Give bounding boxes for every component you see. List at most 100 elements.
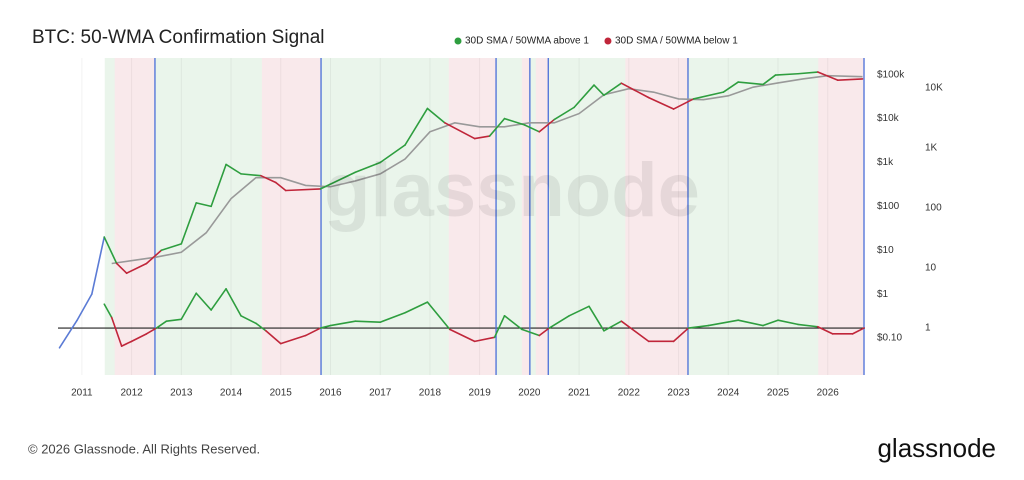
legend-label: 30D SMA / 50WMA below 1 xyxy=(615,36,738,47)
ratio-segment xyxy=(103,303,113,319)
x-tick-label: 2011 xyxy=(71,388,93,399)
signal-region xyxy=(448,58,497,375)
price-segment xyxy=(180,202,198,245)
ratio-segment xyxy=(180,292,198,321)
x-tick-label: 2013 xyxy=(170,388,193,399)
ratio-segment xyxy=(503,314,523,331)
x-tick-label: 2026 xyxy=(817,388,840,399)
price-segment xyxy=(444,122,476,140)
signal-region xyxy=(154,58,262,375)
ratio-segment xyxy=(603,320,623,332)
y2-tick-label: 10K xyxy=(925,83,943,94)
ratio-segment xyxy=(568,305,590,317)
ratio-segment xyxy=(120,340,133,347)
y2-tick-label: 1 xyxy=(925,323,931,334)
price-segment xyxy=(125,262,148,275)
ratio-segment xyxy=(404,301,429,314)
price-segment xyxy=(797,71,819,75)
ratio-segment xyxy=(521,328,541,337)
watermark: glassnode xyxy=(324,148,700,233)
y-tick-label: $100k xyxy=(877,69,905,80)
price-segment xyxy=(145,249,163,265)
price-segment xyxy=(692,91,725,100)
ratio-segment xyxy=(672,327,690,343)
price-segment xyxy=(210,163,227,208)
signal-region xyxy=(529,58,536,375)
price-segment xyxy=(58,319,78,349)
price-segment xyxy=(274,181,287,192)
ratio-segment xyxy=(130,333,148,343)
signal-region xyxy=(687,58,819,375)
ratio-segment xyxy=(493,314,506,339)
y-tick-label: $10k xyxy=(877,113,900,124)
signal-region xyxy=(321,58,449,375)
x-tick-label: 2017 xyxy=(369,388,392,399)
price-segment xyxy=(672,98,695,110)
price-segment xyxy=(115,262,128,275)
ratio-segment xyxy=(240,314,257,325)
x-tick-label: 2012 xyxy=(120,388,143,399)
x-tick-label: 2015 xyxy=(270,388,293,399)
ratio-segment xyxy=(279,334,307,345)
ratio-segment xyxy=(255,322,267,332)
ratio-segment xyxy=(319,324,332,329)
price-segment xyxy=(379,144,406,164)
x-tick-label: 2019 xyxy=(469,388,492,399)
x-tick-label: 2024 xyxy=(717,388,740,399)
y2-tick-label: 1K xyxy=(925,143,938,154)
ratio-segment xyxy=(426,301,451,331)
price-segment xyxy=(538,118,556,133)
price-segment xyxy=(488,117,506,137)
ratio-segment xyxy=(473,336,496,343)
regions xyxy=(81,58,865,375)
price-segment xyxy=(284,188,322,192)
y2-tick-label: 10 xyxy=(925,263,937,274)
price-segment xyxy=(762,74,777,86)
x-tick-label: 2018 xyxy=(419,388,442,399)
price-segment xyxy=(319,171,357,190)
legend-label: 30D SMA / 50WMA above 1 xyxy=(465,36,589,47)
price-segment xyxy=(225,163,242,175)
signal-region xyxy=(818,58,865,375)
ratio-segment xyxy=(329,320,357,327)
price-segment xyxy=(603,82,623,97)
ratio-segment xyxy=(225,288,242,317)
price-segment xyxy=(103,236,118,265)
price-segment xyxy=(260,174,277,184)
price-segment xyxy=(836,78,864,81)
ratio-segment xyxy=(797,323,819,328)
ratio-segment xyxy=(110,316,123,347)
x-tick-label: 2016 xyxy=(319,388,342,399)
x-tick-label: 2023 xyxy=(667,388,690,399)
price-segment xyxy=(722,81,740,93)
lines xyxy=(58,58,865,375)
signal-region xyxy=(521,58,530,375)
ratio-segment xyxy=(620,320,650,343)
y-tick-label: $1k xyxy=(877,157,894,168)
price-segment xyxy=(91,236,106,295)
ratio-segment xyxy=(210,288,227,311)
ratio-segment xyxy=(145,327,158,335)
ratio-segment xyxy=(538,327,551,337)
price-segment xyxy=(816,71,839,81)
chart-title: BTC: 50-WMA Confirmation Signal xyxy=(32,27,325,48)
y-tick-label: $100 xyxy=(877,201,900,212)
y2-tick-label: 100 xyxy=(925,203,942,214)
x-tick-label: 2022 xyxy=(618,388,641,399)
signal-region xyxy=(548,58,626,375)
y-tick-label: $1 xyxy=(877,289,889,300)
ratio-segment xyxy=(548,314,570,329)
price-segment xyxy=(593,84,605,97)
price-segment xyxy=(774,72,799,76)
signal-region xyxy=(261,58,322,375)
price-segment xyxy=(647,96,675,110)
ratio-segment xyxy=(851,327,865,335)
x-tick-label: 2020 xyxy=(518,388,541,399)
price-segment xyxy=(160,243,183,252)
ratio-segment xyxy=(155,320,168,329)
wma-line xyxy=(111,74,863,265)
ratio-segment xyxy=(195,292,212,311)
legend-swatch xyxy=(604,37,612,45)
ratio-segment xyxy=(449,328,476,343)
